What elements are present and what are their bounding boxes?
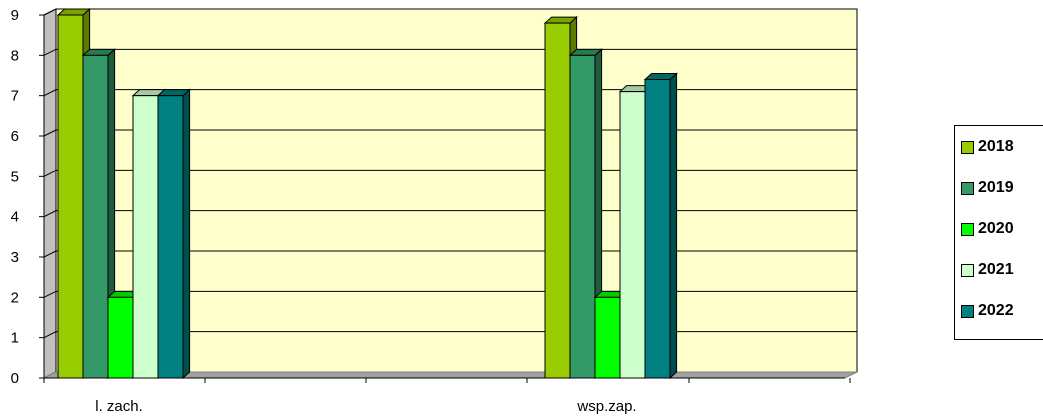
category-label: wsp.zap.	[576, 398, 636, 415]
legend-item-2018: 2018	[955, 137, 1014, 157]
y-tick-label: 4	[11, 209, 19, 226]
y-tick-label: 5	[11, 168, 19, 185]
y-tick-label: 2	[11, 289, 19, 306]
y-tick-label: 1	[11, 330, 19, 347]
legend-label: 2022	[978, 302, 1014, 319]
legend-swatch	[961, 140, 974, 154]
category-label: l. zach.	[95, 398, 143, 415]
legend-swatch	[961, 304, 974, 318]
legend-label: 2020	[978, 220, 1014, 237]
y-tick-label: 7	[11, 88, 19, 105]
y-tick-label: 9	[11, 7, 19, 24]
legend: 2018 2019 2020 2021 2022	[954, 125, 1043, 340]
bars	[56, 7, 678, 380]
plot-side-wall	[43, 8, 57, 379]
legend-item-2021: 2021	[955, 260, 1014, 280]
legend-swatch	[961, 181, 974, 195]
legend-item-2020: 2020	[955, 219, 1014, 239]
y-tick-label: 3	[11, 249, 19, 266]
legend-label: 2019	[978, 179, 1014, 196]
y-tick-label: 6	[11, 128, 19, 145]
legend-swatch	[961, 222, 974, 236]
gridline	[43, 8, 857, 16]
bar-2022-2	[643, 72, 678, 380]
legend-swatch	[961, 263, 974, 277]
legend-label: 2018	[978, 138, 1014, 155]
bar-2019-2	[568, 48, 603, 380]
axes: 0 1 2 3 4 5 6 7 8 9 l. zach. wsp.zap.	[11, 7, 851, 415]
legend-item-2022: 2022	[955, 301, 1014, 321]
legend-item-2019: 2019	[955, 178, 1014, 198]
y-tick-label: 0	[11, 370, 19, 387]
legend-label: 2021	[978, 261, 1014, 278]
bar-2022-1	[156, 88, 191, 380]
y-tick-label: 8	[11, 47, 19, 64]
